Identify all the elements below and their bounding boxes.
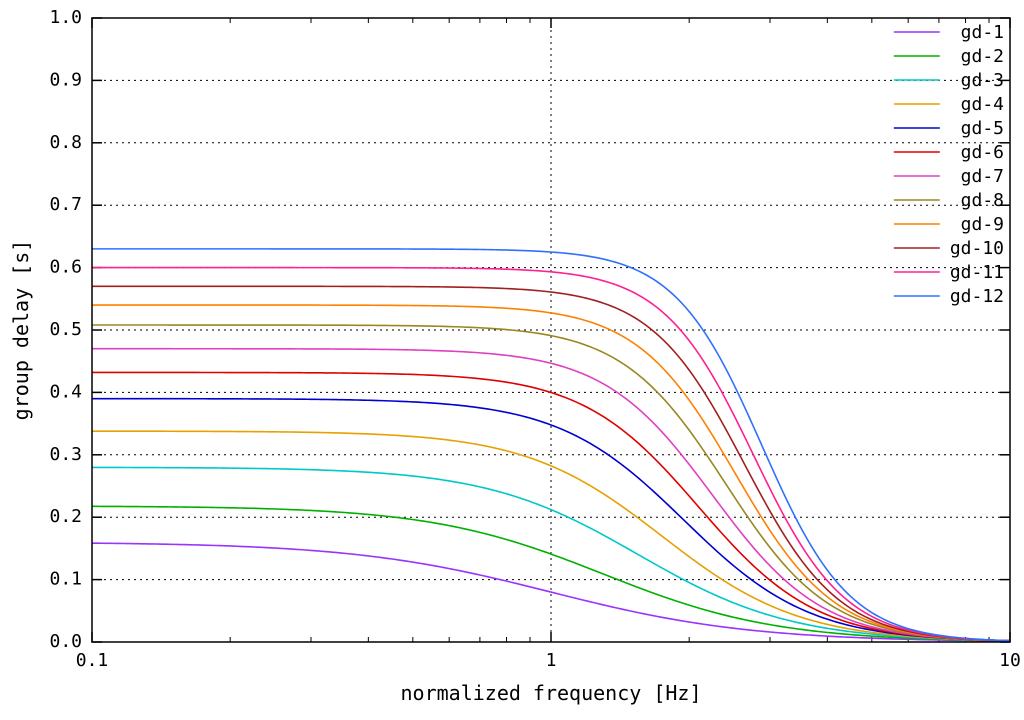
legend-label-gd-9: gd-9 xyxy=(961,214,1004,235)
legend-label-gd-7: gd-7 xyxy=(961,166,1004,187)
x-tick-label: 1 xyxy=(546,650,557,671)
legend-label-gd-1: gd-1 xyxy=(961,22,1004,43)
legend-label-gd-11: gd-11 xyxy=(950,262,1004,283)
legend-label-gd-3: gd-3 xyxy=(961,70,1004,91)
legend-label-gd-5: gd-5 xyxy=(961,118,1004,139)
y-axis-label: group delay [s] xyxy=(9,240,33,421)
x-axis-label: normalized frequency [Hz] xyxy=(400,681,701,705)
y-tick-label: 0.5 xyxy=(49,319,82,340)
legend-label-gd-12: gd-12 xyxy=(950,286,1004,307)
chart-svg: 0.00.10.20.30.40.50.60.70.80.91.00.1110n… xyxy=(0,0,1024,720)
x-tick-label: 0.1 xyxy=(76,650,109,671)
y-tick-label: 0.0 xyxy=(49,631,82,652)
y-tick-label: 0.1 xyxy=(49,569,82,590)
legend-label-gd-10: gd-10 xyxy=(950,238,1004,259)
y-tick-label: 1.0 xyxy=(49,7,82,28)
group-delay-chart: 0.00.10.20.30.40.50.60.70.80.91.00.1110n… xyxy=(0,0,1024,720)
x-tick-label: 10 xyxy=(999,650,1021,671)
y-tick-label: 0.8 xyxy=(49,132,82,153)
legend-label-gd-4: gd-4 xyxy=(961,94,1004,115)
y-tick-label: 0.9 xyxy=(49,69,82,90)
y-tick-label: 0.7 xyxy=(49,194,82,215)
legend-label-gd-8: gd-8 xyxy=(961,190,1004,211)
legend-label-gd-2: gd-2 xyxy=(961,46,1004,67)
y-tick-label: 0.4 xyxy=(49,381,82,402)
y-tick-label: 0.3 xyxy=(49,444,82,465)
y-tick-label: 0.2 xyxy=(49,506,82,527)
legend-label-gd-6: gd-6 xyxy=(961,142,1004,163)
y-tick-label: 0.6 xyxy=(49,257,82,278)
